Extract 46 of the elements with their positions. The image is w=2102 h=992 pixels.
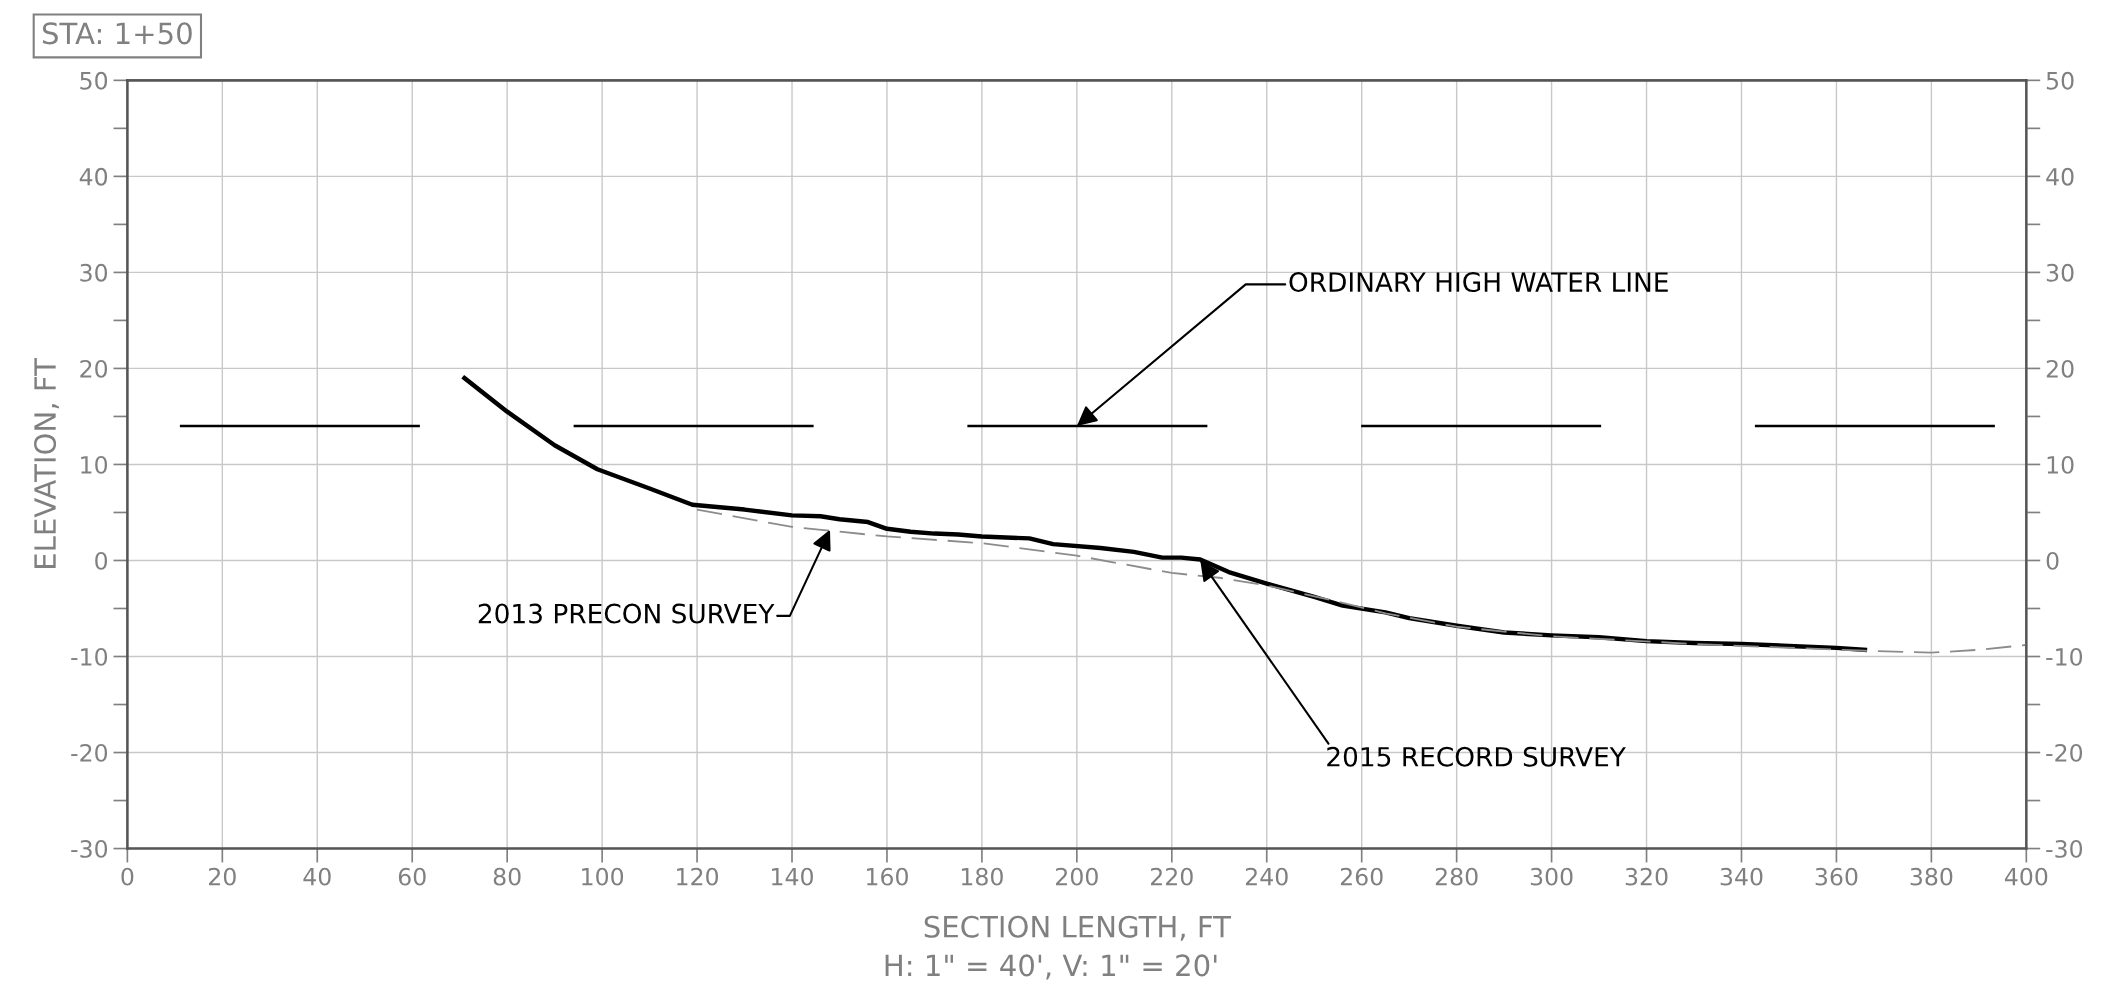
x-tick-label: 40 xyxy=(303,867,331,886)
y-tick-label: 20 xyxy=(80,359,108,378)
x-tick-label: 220 xyxy=(1151,867,1193,886)
x-tick-label: 180 xyxy=(961,867,1003,886)
y2-tick-label: -20 xyxy=(2046,743,2083,762)
x-tick-label: 320 xyxy=(1625,867,1668,886)
x-tick-label: 0 xyxy=(121,867,134,886)
y-tick-label: -20 xyxy=(71,743,108,762)
y-tick-label: 0 xyxy=(95,551,108,570)
chart-title: STA: 1+50 xyxy=(42,22,192,45)
x-tick-label: 400 xyxy=(2004,867,2048,886)
x-tick-label: 200 xyxy=(1056,867,1098,886)
x-tick-label: 380 xyxy=(1910,867,1953,886)
y2-tick-label: -30 xyxy=(2046,840,2083,858)
annotation: 2015 RECORD SURVEY xyxy=(1327,746,1626,767)
y-tick-label: 10 xyxy=(81,455,108,474)
x-tick-label: 240 xyxy=(1245,867,1288,886)
x-tick-label: 360 xyxy=(1815,867,1858,886)
x-axis-title: SECTION LENGTH, FT xyxy=(924,915,1232,941)
y2-tick-label: 50 xyxy=(2046,71,2074,90)
y-tick-label: -30 xyxy=(71,840,108,858)
y2-tick-label: 10 xyxy=(2047,455,2074,474)
y2-tick-label: -10 xyxy=(2046,647,2083,666)
x-tick-label: 260 xyxy=(1340,867,1383,886)
text: H: 1" = 40', V: 1" = 20' xyxy=(885,954,1217,980)
y-tick-label: 50 xyxy=(80,71,108,90)
y2-tick-label: 40 xyxy=(2046,167,2074,186)
y2-tick-label: 30 xyxy=(2046,263,2074,282)
x-tick-label: 80 xyxy=(493,867,521,886)
annotation: 2013 PRECON SURVEY xyxy=(478,603,775,624)
x-tick-label: 160 xyxy=(867,867,908,886)
x-tick-label: 20 xyxy=(209,867,236,886)
x-tick-label: 120 xyxy=(677,867,719,886)
y2-tick-label: 20 xyxy=(2046,359,2074,378)
x-tick-label: 300 xyxy=(1530,867,1573,886)
x-tick-label: 140 xyxy=(772,867,813,886)
y-tick-label: 40 xyxy=(79,167,108,186)
x-tick-label: 280 xyxy=(1435,867,1478,886)
y2-tick-label: 0 xyxy=(2046,551,2059,570)
y-axis-title: ELEVATION, FT xyxy=(34,358,60,568)
x-tick-label: 340 xyxy=(1720,867,1763,886)
annotation: ORDINARY HIGH WATER LINE xyxy=(1289,272,1668,293)
x-tick-label: 60 xyxy=(398,867,426,886)
y-tick-label: -10 xyxy=(71,647,108,666)
y-tick-label: 30 xyxy=(80,263,108,282)
x-tick-label: 100 xyxy=(582,867,624,886)
